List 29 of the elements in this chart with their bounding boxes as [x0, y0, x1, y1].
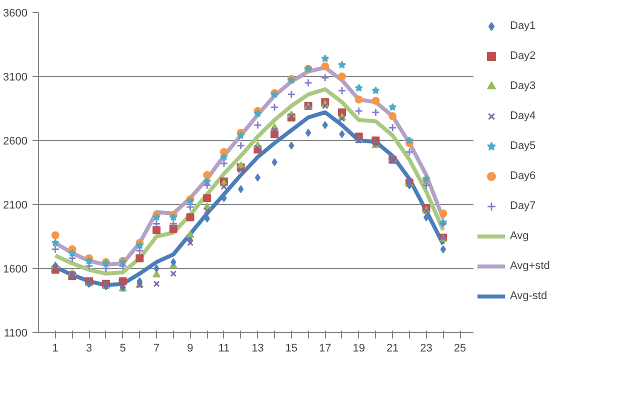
legend-label: Avg [510, 230, 530, 242]
legend-label: Day5 [510, 140, 536, 152]
legend-label: Avg+std [510, 260, 550, 272]
legend-label: Avg-std [510, 290, 548, 302]
legend-label: Day1 [510, 20, 536, 32]
x-tick-label: 23 [420, 342, 432, 354]
x-tick-label: 19 [352, 342, 365, 354]
x-tick-label: 17 [319, 342, 332, 354]
y-tick-label: 3100 [3, 72, 28, 84]
x-tick-label: 25 [454, 342, 466, 354]
x-tick-label: 3 [86, 342, 92, 354]
x-tick-label: 21 [386, 342, 399, 354]
legend-label: Day2 [510, 50, 536, 62]
legend-label: Day6 [510, 170, 536, 182]
legend-label: Day3 [510, 80, 536, 92]
x-tick-label: 11 [218, 342, 230, 354]
legend-label: Day4 [510, 110, 536, 122]
x-tick-label: 1 [52, 342, 58, 354]
y-tick-label: 1600 [3, 264, 28, 276]
x-tick-label: 15 [285, 342, 298, 354]
y-tick-label: 1100 [4, 328, 28, 340]
x-tick-label: 13 [252, 342, 264, 354]
x-tick-label: 9 [187, 342, 194, 354]
x-tick-label: 5 [120, 342, 126, 354]
x-tick-label: 7 [153, 342, 160, 354]
y-tick-label: 3600 [3, 8, 28, 20]
y-tick-label: 2600 [3, 136, 28, 148]
y-tick-label: 2100 [3, 200, 28, 212]
legend-label: Day7 [510, 200, 536, 212]
